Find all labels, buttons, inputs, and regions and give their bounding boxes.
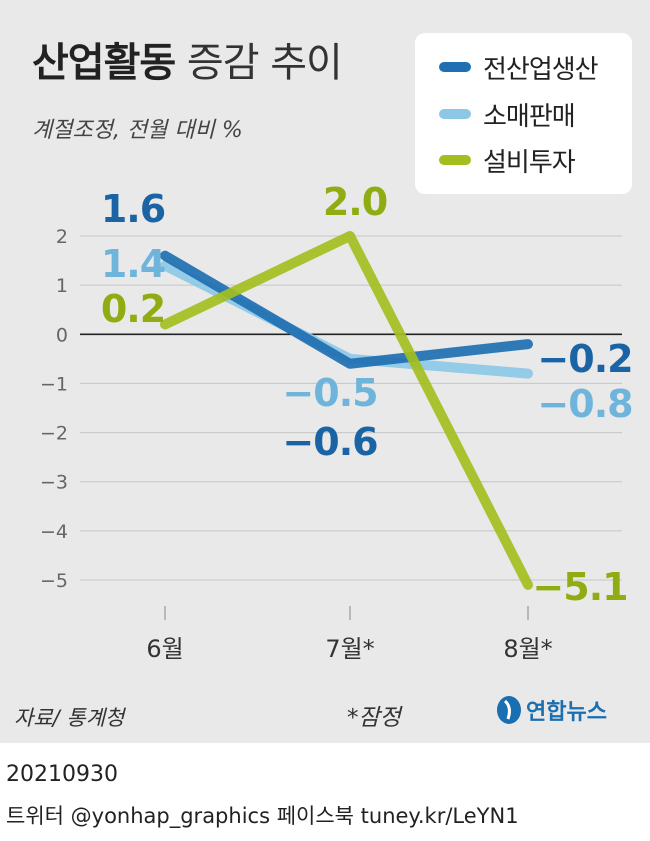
legend-item-investment: 설비투자 — [439, 140, 576, 180]
data-label: −0.5 — [282, 371, 377, 415]
data-label: −5.1 — [532, 565, 627, 609]
legend-item-retail: 소매판매 — [439, 94, 576, 134]
legend-swatch-retail — [439, 109, 471, 119]
legend-swatch-production — [439, 62, 471, 72]
series-line-0 — [160, 250, 533, 369]
line-chart: 2 1 0 −1 −2 −3 −4 −5 6월 7월* 8월* 1.6 −0.6 −0.2 1.4 −0.5 −… — [40, 180, 634, 663]
x-tick-label: 7월* — [325, 635, 374, 663]
yonhap-logo-icon — [497, 696, 521, 724]
y-tick-label: −3 — [40, 472, 68, 494]
chart-title: 산업활동 증감 추이 — [32, 30, 343, 88]
y-tick-label: 0 — [56, 324, 68, 346]
title-bold: 산업활동 — [32, 40, 176, 86]
y-tick-label: 1 — [56, 275, 68, 297]
x-tick-label: 8월* — [503, 635, 552, 663]
data-label: 2.0 — [323, 180, 387, 224]
y-tick-label: −4 — [40, 521, 68, 543]
title-light: 증감 추이 — [186, 40, 343, 86]
legend-swatch-investment — [439, 155, 471, 165]
data-label: 1.6 — [101, 187, 165, 231]
provisional-note: *잠정 — [347, 705, 401, 731]
data-label: −0.8 — [537, 382, 632, 426]
y-tick-label: 2 — [56, 226, 68, 248]
legend-label-investment: 설비투자 — [483, 147, 576, 178]
legend-item-production: 전산업생산 — [439, 47, 599, 87]
y-tick-label: −2 — [40, 423, 68, 445]
legend-label-retail: 소매판매 — [483, 101, 576, 132]
yonhap-logo: 연합뉴스 — [496, 694, 607, 726]
data-label: 0.2 — [101, 287, 165, 331]
logo-text: 연합뉴스 — [526, 700, 607, 725]
legend-label-production: 전산업생산 — [483, 54, 599, 85]
series-line-2 — [160, 231, 533, 590]
publish-date: 20210930 — [6, 762, 118, 787]
chart-panel: 산업활동 증감 추이 계절조정, 전월 대비 % 전산업생산 소매판매 설비투자… — [0, 0, 650, 743]
x-tick-label: 6월 — [146, 635, 183, 663]
data-label: −0.2 — [537, 337, 632, 381]
y-tick-label: −5 — [40, 570, 68, 592]
y-tick-label: −1 — [40, 373, 68, 395]
chart-subtitle: 계절조정, 전월 대비 % — [32, 118, 243, 143]
data-label: −0.6 — [282, 420, 377, 464]
source-credit: 자료/ 통계청 — [14, 706, 125, 730]
legend: 전산업생산 소매판매 설비투자 — [415, 33, 632, 194]
data-label: 1.4 — [101, 242, 165, 286]
social-links: 트위터 @yonhap_graphics 페이스북 tuney.kr/LeYN1 — [6, 804, 519, 828]
